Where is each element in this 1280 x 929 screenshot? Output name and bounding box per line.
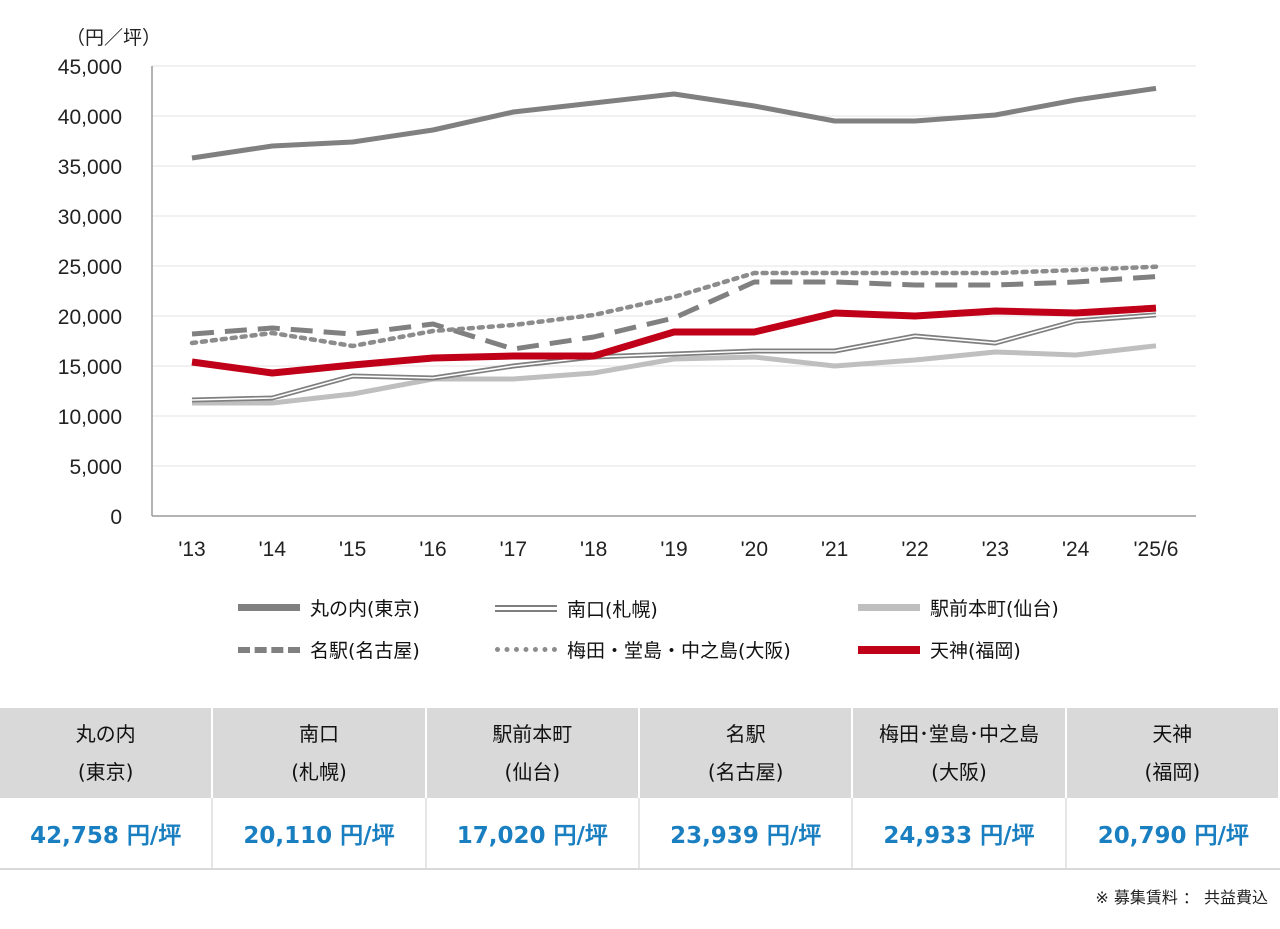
x-tick-label: '14 — [259, 538, 287, 561]
city-name: (大阪) — [931, 760, 987, 784]
x-tick-label: '20 — [741, 538, 768, 561]
x-tick-label: '23 — [982, 538, 1009, 561]
area-name: 天神 — [1152, 722, 1193, 746]
summary-header-cell: 南口 (札幌) — [213, 708, 427, 798]
y-tick-label: 30,000 — [58, 206, 122, 229]
series-5 — [189, 264, 1159, 349]
rent-value: 17,020 円/坪 — [426, 798, 640, 868]
y-tick-label: 0 — [110, 506, 122, 529]
x-tick-label: '16 — [419, 538, 446, 561]
area-name: 丸の内 — [75, 722, 136, 746]
summary-header-cell: 天神 (福岡) — [1066, 708, 1280, 798]
y-tick-label: 15,000 — [58, 356, 122, 379]
axes — [151, 66, 1196, 517]
summary-header-cell: 丸の内 (東京) — [0, 708, 214, 798]
y-tick-label: 45,000 — [58, 56, 122, 79]
summary-header-row: 丸の内 (東京) 南口 (札幌) 駅前本町 (仙台) 名駅 (名古屋) 梅田･堂島･中之… — [0, 708, 1280, 798]
summary-header-cell: 梅田･堂島･中之島 (大阪) — [853, 708, 1067, 798]
rent-value: 42,758 円/坪 — [0, 798, 214, 868]
series-lines — [189, 85, 1159, 406]
area-name: 駅前本町 — [492, 722, 573, 746]
series-line — [191, 85, 1157, 161]
footnote: ※ 募集賃料 ： 共益費込 — [1095, 888, 1268, 907]
area-name: 南口 — [298, 722, 339, 746]
rent-value: 20,110 円/坪 — [213, 798, 427, 868]
series-1 — [191, 85, 1157, 161]
x-tick-label: '24 — [1062, 538, 1090, 561]
area-name: 名駅 — [725, 722, 766, 746]
series-6 — [191, 304, 1157, 377]
x-tick-label: '13 — [178, 538, 205, 561]
summary-table: 丸の内 (東京) 南口 (札幌) 駅前本町 (仙台) 名駅 (名古屋) 梅田･堂島･中之… — [0, 708, 1280, 868]
city-name: (仙台) — [504, 760, 561, 784]
summary-value-row: 42,758 円/坪 20,110 円/坪 17,020 円/坪 23,939 … — [0, 798, 1280, 868]
x-tick-label: '25/6 — [1134, 538, 1179, 561]
y-tick-labels: 0 5,000 10,000 15,000 20,000 25,000 30,000 35,0… — [58, 56, 122, 529]
y-axis-unit-label: （円／坪） — [66, 27, 161, 49]
rent-value: 20,790 円/坪 — [1066, 798, 1280, 868]
y-tick-label: 35,000 — [58, 156, 122, 179]
x-tick-labels: '13 '14 '15 '16 '17 '18 '19 '20 '21 '22 '23 '24 '25/… — [178, 538, 1178, 561]
summary-header-cell: 名駅 (名古屋) — [639, 708, 854, 798]
city-name: (東京) — [77, 760, 134, 784]
x-tick-label: '15 — [339, 538, 366, 561]
rent-value: 23,939 円/坪 — [639, 798, 854, 868]
city-name: (福岡) — [1144, 760, 1201, 784]
x-tick-label: '19 — [660, 538, 687, 561]
y-tick-label: 40,000 — [58, 106, 122, 129]
gridlines — [152, 65, 1196, 467]
line-chart: （円／坪） 0 5,000 10,000 15,000 20,000 25,000 30,0… — [58, 27, 1196, 561]
y-tick-label: 10,000 — [58, 406, 122, 429]
y-tick-label: 5,000 — [69, 456, 122, 479]
y-tick-label: 25,000 — [58, 256, 122, 279]
x-tick-label: '22 — [901, 538, 928, 561]
table-bottom-rule — [0, 868, 1280, 870]
rent-value: 24,933 円/坪 — [853, 798, 1067, 868]
x-tick-label: '17 — [500, 538, 527, 561]
city-name: (札幌) — [291, 760, 347, 784]
x-tick-label: '21 — [821, 538, 848, 561]
summary-header-cell: 駅前本町 (仙台) — [426, 708, 640, 798]
city-name: (名古屋) — [707, 760, 784, 784]
series-4 — [191, 274, 1157, 352]
series-2 — [191, 312, 1157, 403]
y-tick-label: 20,000 — [58, 306, 122, 329]
x-tick-label: '18 — [580, 538, 607, 561]
area-name: 梅田･堂島･中之島 — [878, 722, 1039, 746]
